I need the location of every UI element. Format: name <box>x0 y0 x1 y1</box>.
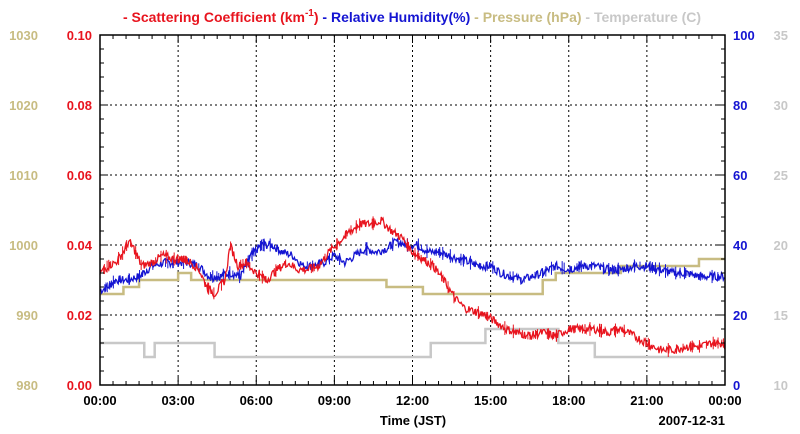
legend-superscript: -1 <box>305 8 314 19</box>
temperature-tick-label: 10 <box>774 378 788 393</box>
humidity-tick-label: 60 <box>733 168 747 183</box>
legend-entry: - Temperature (C) <box>582 9 702 25</box>
x-tick-label: 12:00 <box>396 393 429 408</box>
humidity-tick-label: 0 <box>733 378 740 393</box>
humidity-tick-label: 100 <box>733 28 755 43</box>
temperature-tick-label: 30 <box>774 98 788 113</box>
legend-entry: - Pressure (hPa) <box>470 9 581 25</box>
humidity-tick-label: 20 <box>733 308 747 323</box>
pressure-tick-label: 1000 <box>9 238 38 253</box>
pressure-tick-label: 1020 <box>9 98 38 113</box>
pressure-tick-label: 980 <box>16 378 38 393</box>
series-relative-humidity-line <box>99 238 726 295</box>
scattering-tick-label: 0.00 <box>67 378 92 393</box>
axis-labels: 98099010001010102010300.000.020.040.060.… <box>9 28 788 408</box>
series-scattering-coefficient-line <box>99 216 726 355</box>
x-tick-label: 21:00 <box>630 393 663 408</box>
pressure-tick-label: 990 <box>16 308 38 323</box>
series-group <box>99 216 726 359</box>
x-tick-label: 06:00 <box>240 393 273 408</box>
legend-close: ) <box>314 9 319 25</box>
x-tick-label: 09:00 <box>318 393 351 408</box>
date-label: 2007-12-31 <box>659 413 726 428</box>
temperature-tick-label: 20 <box>774 238 788 253</box>
x-tick-label: 18:00 <box>552 393 585 408</box>
legend-entry: - Relative Humidity(%) <box>319 9 471 25</box>
x-tick-label: 00:00 <box>708 393 741 408</box>
scattering-tick-label: 0.08 <box>67 98 92 113</box>
series-temperature-line <box>100 327 725 359</box>
x-tick-label: 15:00 <box>474 393 507 408</box>
pressure-tick-label: 1030 <box>9 28 38 43</box>
humidity-tick-label: 40 <box>733 238 747 253</box>
x-tick-label: 03:00 <box>162 393 195 408</box>
temperature-tick-label: 25 <box>774 168 788 183</box>
scattering-tick-label: 0.06 <box>67 168 92 183</box>
scattering-tick-label: 0.04 <box>67 238 93 253</box>
scattering-tick-label: 0.10 <box>67 28 92 43</box>
legend-entry: - Scattering Coefficient (km <box>123 9 305 25</box>
legend-text: - Scattering Coefficient (km-1) - Relati… <box>123 8 701 25</box>
grid <box>100 35 725 385</box>
scattering-tick-label: 0.02 <box>67 308 92 323</box>
x-tick-label: 00:00 <box>83 393 116 408</box>
temperature-tick-label: 35 <box>774 28 788 43</box>
temperature-tick-label: 15 <box>774 308 788 323</box>
legend: - Scattering Coefficient (km-1) - Relati… <box>123 8 701 25</box>
pressure-tick-label: 1010 <box>9 168 38 183</box>
ticks <box>99 34 726 386</box>
x-axis-title: Time (JST) <box>380 413 446 428</box>
humidity-tick-label: 80 <box>733 98 747 113</box>
